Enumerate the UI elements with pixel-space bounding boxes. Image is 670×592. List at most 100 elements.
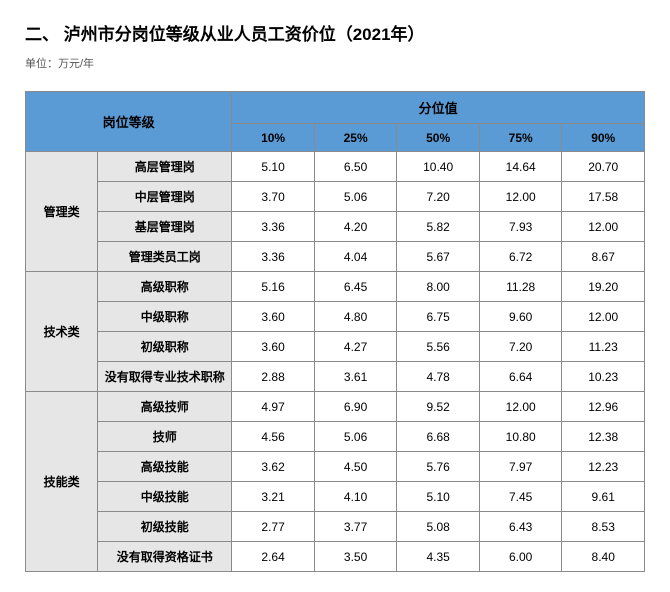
value-cell: 9.52: [397, 392, 480, 422]
value-cell: 9.60: [479, 302, 562, 332]
value-cell: 4.20: [314, 212, 397, 242]
value-cell: 2.64: [232, 542, 315, 572]
value-cell: 3.50: [314, 542, 397, 572]
table-row: 技师4.565.066.6810.8012.38: [26, 422, 645, 452]
value-cell: 4.50: [314, 452, 397, 482]
value-cell: 4.35: [397, 542, 480, 572]
table-body: 管理类高层管理岗5.106.5010.4014.6420.70中层管理岗3.70…: [26, 152, 645, 572]
pct-header: 90%: [562, 124, 645, 152]
table-row: 中级职称3.604.806.759.6012.00: [26, 302, 645, 332]
table-row: 中级技能3.214.105.107.459.61: [26, 482, 645, 512]
value-cell: 7.20: [397, 182, 480, 212]
table-row: 没有取得专业技术职称2.883.614.786.6410.23: [26, 362, 645, 392]
value-cell: 9.61: [562, 482, 645, 512]
value-cell: 5.06: [314, 182, 397, 212]
value-cell: 6.00: [479, 542, 562, 572]
value-cell: 8.40: [562, 542, 645, 572]
row-label: 高级技能: [98, 452, 232, 482]
value-cell: 11.23: [562, 332, 645, 362]
value-cell: 5.08: [397, 512, 480, 542]
value-cell: 5.82: [397, 212, 480, 242]
row-label: 中级职称: [98, 302, 232, 332]
category-cell: 管理类: [26, 152, 98, 272]
value-cell: 6.45: [314, 272, 397, 302]
table-row: 中层管理岗3.705.067.2012.0017.58: [26, 182, 645, 212]
row-label: 没有取得专业技术职称: [98, 362, 232, 392]
value-cell: 12.00: [562, 302, 645, 332]
value-cell: 3.70: [232, 182, 315, 212]
value-cell: 12.00: [562, 212, 645, 242]
value-cell: 5.16: [232, 272, 315, 302]
value-cell: 4.04: [314, 242, 397, 272]
row-label: 没有取得资格证书: [98, 542, 232, 572]
value-cell: 3.60: [232, 302, 315, 332]
value-cell: 19.20: [562, 272, 645, 302]
value-cell: 3.77: [314, 512, 397, 542]
value-cell: 7.45: [479, 482, 562, 512]
table-row: 技术类高级职称5.166.458.0011.2819.20: [26, 272, 645, 302]
table-row: 技能类高级技师4.976.909.5212.0012.96: [26, 392, 645, 422]
row-label: 初级职称: [98, 332, 232, 362]
value-cell: 2.88: [232, 362, 315, 392]
value-cell: 2.77: [232, 512, 315, 542]
row-label: 高层管理岗: [98, 152, 232, 182]
table-row: 初级职称3.604.275.567.2011.23: [26, 332, 645, 362]
value-cell: 4.78: [397, 362, 480, 392]
unit-label: 单位：万元/年: [25, 55, 645, 71]
value-cell: 4.80: [314, 302, 397, 332]
value-cell: 6.72: [479, 242, 562, 272]
value-cell: 10.23: [562, 362, 645, 392]
row-label: 技师: [98, 422, 232, 452]
value-cell: 14.64: [479, 152, 562, 182]
row-label: 中层管理岗: [98, 182, 232, 212]
value-cell: 7.93: [479, 212, 562, 242]
row-label: 基层管理岗: [98, 212, 232, 242]
value-cell: 4.10: [314, 482, 397, 512]
value-cell: 12.00: [479, 392, 562, 422]
row-label: 高级技师: [98, 392, 232, 422]
value-cell: 5.67: [397, 242, 480, 272]
value-cell: 5.56: [397, 332, 480, 362]
pct-header: 50%: [397, 124, 480, 152]
header-percentile: 分位值: [232, 92, 645, 124]
value-cell: 3.61: [314, 362, 397, 392]
value-cell: 3.21: [232, 482, 315, 512]
value-cell: 4.56: [232, 422, 315, 452]
value-cell: 6.50: [314, 152, 397, 182]
value-cell: 5.10: [232, 152, 315, 182]
value-cell: 6.68: [397, 422, 480, 452]
salary-table: 岗位等级 分位值 10% 25% 50% 75% 90% 管理类高层管理岗5.1…: [25, 91, 645, 572]
page-title: 二、 泸州市分岗位等级从业人员工资价位（2021年）: [25, 20, 645, 45]
table-row: 没有取得资格证书2.643.504.356.008.40: [26, 542, 645, 572]
row-label: 初级技能: [98, 512, 232, 542]
value-cell: 4.97: [232, 392, 315, 422]
value-cell: 5.76: [397, 452, 480, 482]
value-cell: 12.00: [479, 182, 562, 212]
value-cell: 10.40: [397, 152, 480, 182]
table-row: 高级技能3.624.505.767.9712.23: [26, 452, 645, 482]
table-row: 初级技能2.773.775.086.438.53: [26, 512, 645, 542]
value-cell: 7.97: [479, 452, 562, 482]
value-cell: 17.58: [562, 182, 645, 212]
table-row: 基层管理岗3.364.205.827.9312.00: [26, 212, 645, 242]
value-cell: 12.96: [562, 392, 645, 422]
pct-header: 10%: [232, 124, 315, 152]
value-cell: 10.80: [479, 422, 562, 452]
value-cell: 3.62: [232, 452, 315, 482]
value-cell: 6.75: [397, 302, 480, 332]
value-cell: 7.20: [479, 332, 562, 362]
row-label: 中级技能: [98, 482, 232, 512]
value-cell: 12.23: [562, 452, 645, 482]
value-cell: 4.27: [314, 332, 397, 362]
category-cell: 技术类: [26, 272, 98, 392]
pct-header: 75%: [479, 124, 562, 152]
value-cell: 6.64: [479, 362, 562, 392]
value-cell: 8.53: [562, 512, 645, 542]
value-cell: 6.43: [479, 512, 562, 542]
value-cell: 8.67: [562, 242, 645, 272]
value-cell: 11.28: [479, 272, 562, 302]
row-label: 管理类员工岗: [98, 242, 232, 272]
value-cell: 3.36: [232, 242, 315, 272]
table-row: 管理类员工岗3.364.045.676.728.67: [26, 242, 645, 272]
value-cell: 5.10: [397, 482, 480, 512]
